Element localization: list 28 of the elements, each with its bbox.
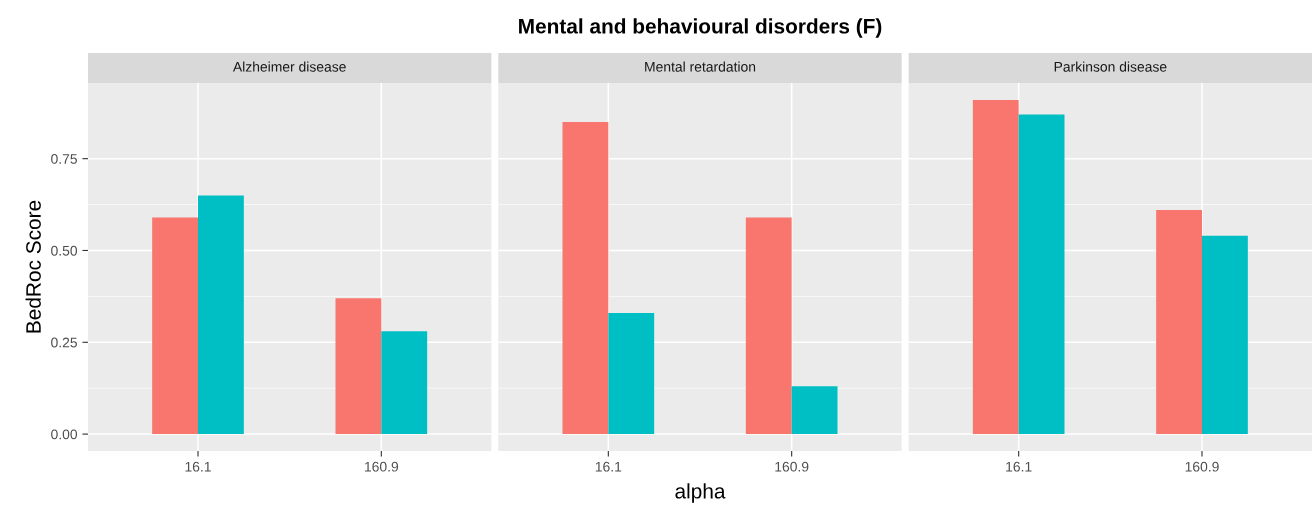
y-axis-title: BedRoc Score — [25, 200, 41, 333]
x-tick-label: 16.1 — [1006, 461, 1032, 472]
x-tick-label: 16.1 — [595, 461, 622, 472]
bar — [381, 331, 428, 435]
y-tick-label: 0.25 — [51, 337, 77, 348]
bar — [791, 386, 838, 435]
bar — [1018, 114, 1065, 435]
chart-title: Alzheimer disease — [232, 61, 346, 72]
bar — [335, 298, 382, 435]
bar — [972, 99, 1019, 435]
y-tick-label: 0.50 — [51, 245, 78, 256]
bar — [745, 217, 792, 435]
x-tick-label: 16.1 — [185, 461, 211, 472]
bar — [1156, 210, 1202, 435]
chart-title: Parkinson disease — [1054, 61, 1167, 72]
bar — [608, 312, 655, 435]
bar — [1202, 235, 1248, 435]
chart-title: Mental retardation — [645, 61, 756, 72]
x-tick-label: 160.9 — [365, 461, 399, 472]
bar — [198, 195, 244, 435]
x-tick-label: 160.9 — [775, 461, 809, 472]
y-tick-label: 0.75 — [51, 153, 77, 164]
x-tick-label: 160.9 — [1185, 461, 1219, 472]
bar — [152, 217, 198, 435]
bar — [562, 121, 609, 435]
y-tick-label: 0.00 — [51, 429, 78, 440]
x-axis-title: alpha — [675, 483, 726, 503]
text: Mental and behavioural disorders (F) — [519, 18, 882, 38]
